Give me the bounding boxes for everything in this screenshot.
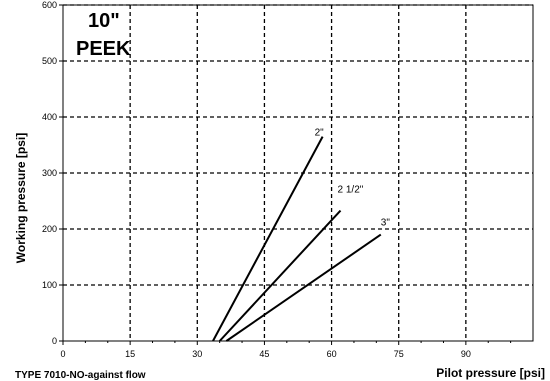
- chart-subtitle: PEEK: [76, 38, 131, 60]
- x-tick-label: 60: [327, 349, 337, 359]
- series-lines: [212, 136, 382, 342]
- y-tick-label: 400: [42, 112, 57, 122]
- plot-frame: [62, 4, 534, 342]
- y-tick-label: 500: [42, 56, 57, 66]
- x-tick-label: 15: [125, 349, 135, 359]
- series-line: [218, 209, 342, 342]
- series-label: 3": [381, 218, 391, 229]
- x-tick-label: 90: [461, 349, 471, 359]
- series-label: 2 1/2": [338, 185, 364, 196]
- y-tick-labels: 0 100 200 300 400 500 600: [42, 0, 57, 346]
- x-axis-label: Pilot pressure [psi]: [436, 366, 545, 380]
- x-tick-label: 75: [394, 349, 404, 359]
- series-labels: 2" 2 1/2" 3": [315, 128, 391, 229]
- y-tick-label: 300: [42, 168, 57, 178]
- series-line: [212, 136, 324, 342]
- series-label: 2": [315, 128, 325, 139]
- x-tick-labels: 0 15 30 45 60 75 90: [60, 349, 470, 359]
- y-tick-label: 100: [42, 280, 57, 290]
- x-tick-label: 30: [192, 349, 202, 359]
- x-tick-label: 0: [60, 349, 65, 359]
- chart-title: 10": [88, 10, 120, 32]
- series-line: [225, 233, 382, 342]
- chart-footer: TYPE 7010-NO-against flow: [15, 370, 146, 381]
- y-tick-label: 0: [52, 336, 57, 346]
- y-tick-label: 200: [42, 224, 57, 234]
- y-tick-label: 600: [42, 0, 57, 10]
- axes: [59, 4, 534, 345]
- grid: [63, 4, 533, 341]
- x-tick-label: 45: [259, 349, 269, 359]
- y-axis-label: Working pressure [psi]: [14, 133, 28, 263]
